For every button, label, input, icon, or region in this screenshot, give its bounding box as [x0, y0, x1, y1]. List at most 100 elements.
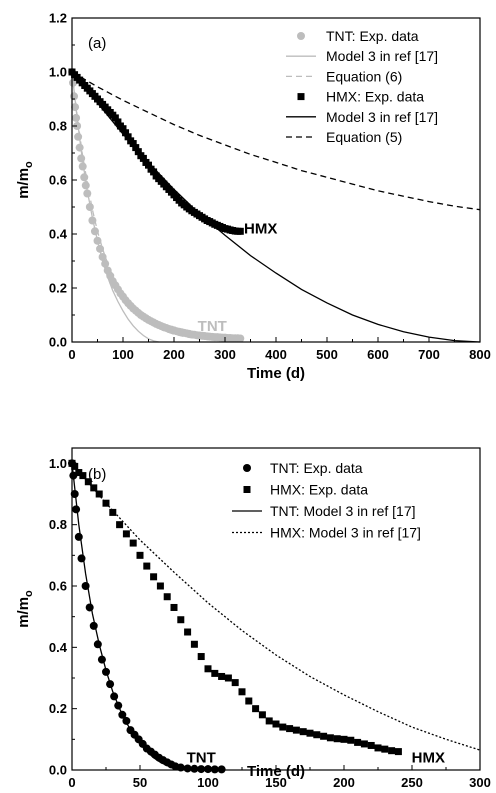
y-axis-label: m/mo [15, 590, 35, 628]
data-point [347, 736, 355, 744]
data-point [97, 655, 106, 664]
y-axis-label: m/mo [15, 161, 35, 199]
data-point [93, 236, 102, 245]
data-point [102, 499, 110, 507]
data-point [106, 680, 115, 689]
annotation-label: HMX [412, 750, 445, 767]
data-point [184, 628, 192, 636]
data-point [85, 603, 94, 612]
x-tick-label: 800 [469, 347, 491, 362]
series-line [71, 463, 195, 771]
data-point [279, 723, 287, 731]
data-point [143, 562, 151, 570]
data-point [90, 484, 98, 492]
x-tick-label: 200 [163, 347, 185, 362]
data-point [139, 154, 147, 162]
data-point [132, 144, 140, 152]
data-point [381, 745, 389, 753]
data-point [83, 189, 92, 198]
x-tick-label: 300 [469, 775, 491, 790]
data-point [236, 334, 245, 343]
y-tick-label: 0.4 [49, 227, 68, 242]
annotation-label: HMX [244, 221, 277, 238]
data-point [299, 728, 307, 736]
data-point [177, 616, 185, 624]
data-point [306, 729, 314, 737]
data-point [163, 593, 171, 601]
data-point [170, 603, 178, 611]
panel-label: (b) [88, 466, 106, 483]
data-point [190, 764, 199, 773]
x-tick-label: 250 [401, 775, 423, 790]
data-point [340, 735, 348, 743]
data-point [109, 508, 117, 516]
data-point [122, 129, 130, 137]
x-tick-label: 100 [112, 347, 134, 362]
legend-label: HMX: Exp. data [326, 89, 424, 105]
legend-label: HMX: Exp. data [270, 482, 368, 498]
data-point [79, 472, 87, 480]
data-point [134, 148, 142, 156]
x-tick-label: 700 [418, 347, 440, 362]
series-0-3 [68, 68, 244, 235]
annotation-label: TNT [198, 318, 227, 335]
legend-swatch [297, 32, 305, 40]
panel-a: 0 100 200 300 400 500 600 700 800 0.0 0.2 0.4 0.6 0.8… [15, 11, 491, 383]
x-tick-label: 0 [68, 775, 75, 790]
data-point [73, 122, 82, 130]
data-point [211, 669, 219, 677]
data-point [116, 521, 124, 529]
panel-b: 0 50 100 150 200 250 300 0.0 0.2 0.4 0.6 0.8 1.0 Time… [15, 447, 491, 790]
data-point [102, 667, 110, 676]
y-tick-label: 0.0 [49, 763, 67, 778]
data-point [71, 103, 80, 112]
y-tick-label: 0.8 [49, 119, 67, 134]
data-point [265, 717, 273, 725]
data-point [101, 259, 110, 268]
x-tick-label: 400 [265, 347, 287, 362]
y-tick-label: 0.2 [49, 701, 67, 716]
data-point [320, 732, 328, 740]
legend-swatch [243, 464, 251, 472]
data-point [85, 203, 94, 211]
annotation-label: TNT [187, 750, 216, 767]
legend: TNT: Exp. data HMX: Exp. data TNT: Model 3… [232, 460, 421, 541]
data-point [252, 705, 260, 713]
data-point [238, 688, 246, 696]
data-point [360, 740, 368, 748]
data-point [190, 640, 198, 648]
data-point [245, 697, 253, 705]
data-point [236, 227, 244, 235]
y-tick-label: 1.0 [49, 65, 67, 80]
data-point [272, 720, 280, 728]
x-axis-label: Time (d) [247, 365, 305, 382]
data-point [150, 168, 158, 176]
data-point [122, 530, 130, 538]
data-point [95, 490, 103, 498]
data-point [333, 735, 341, 743]
y-tick-label: 0.6 [49, 579, 67, 594]
x-tick-label: 150 [265, 775, 287, 790]
data-point [71, 462, 79, 470]
data-point [72, 113, 81, 122]
series-line [71, 462, 481, 751]
data-point [114, 118, 122, 126]
legend-label: HMX: Model 3 in ref [17] [270, 525, 421, 541]
data-point [197, 653, 205, 661]
data-point [224, 674, 232, 682]
data-point [197, 765, 206, 774]
x-tick-label: 0 [68, 347, 75, 362]
data-point [218, 672, 226, 680]
legend-swatch [243, 486, 251, 493]
y-axis-label-subscript: o [23, 590, 35, 597]
data-point [80, 173, 89, 182]
x-tick-label: 200 [333, 775, 355, 790]
data-point [374, 744, 382, 752]
data-point [326, 734, 334, 742]
x-axis-label: Time (d) [247, 763, 305, 780]
data-point [122, 716, 131, 725]
data-point [77, 554, 86, 563]
data-point [354, 738, 362, 746]
x-tick-label: 100 [197, 775, 219, 790]
data-point [84, 478, 92, 486]
